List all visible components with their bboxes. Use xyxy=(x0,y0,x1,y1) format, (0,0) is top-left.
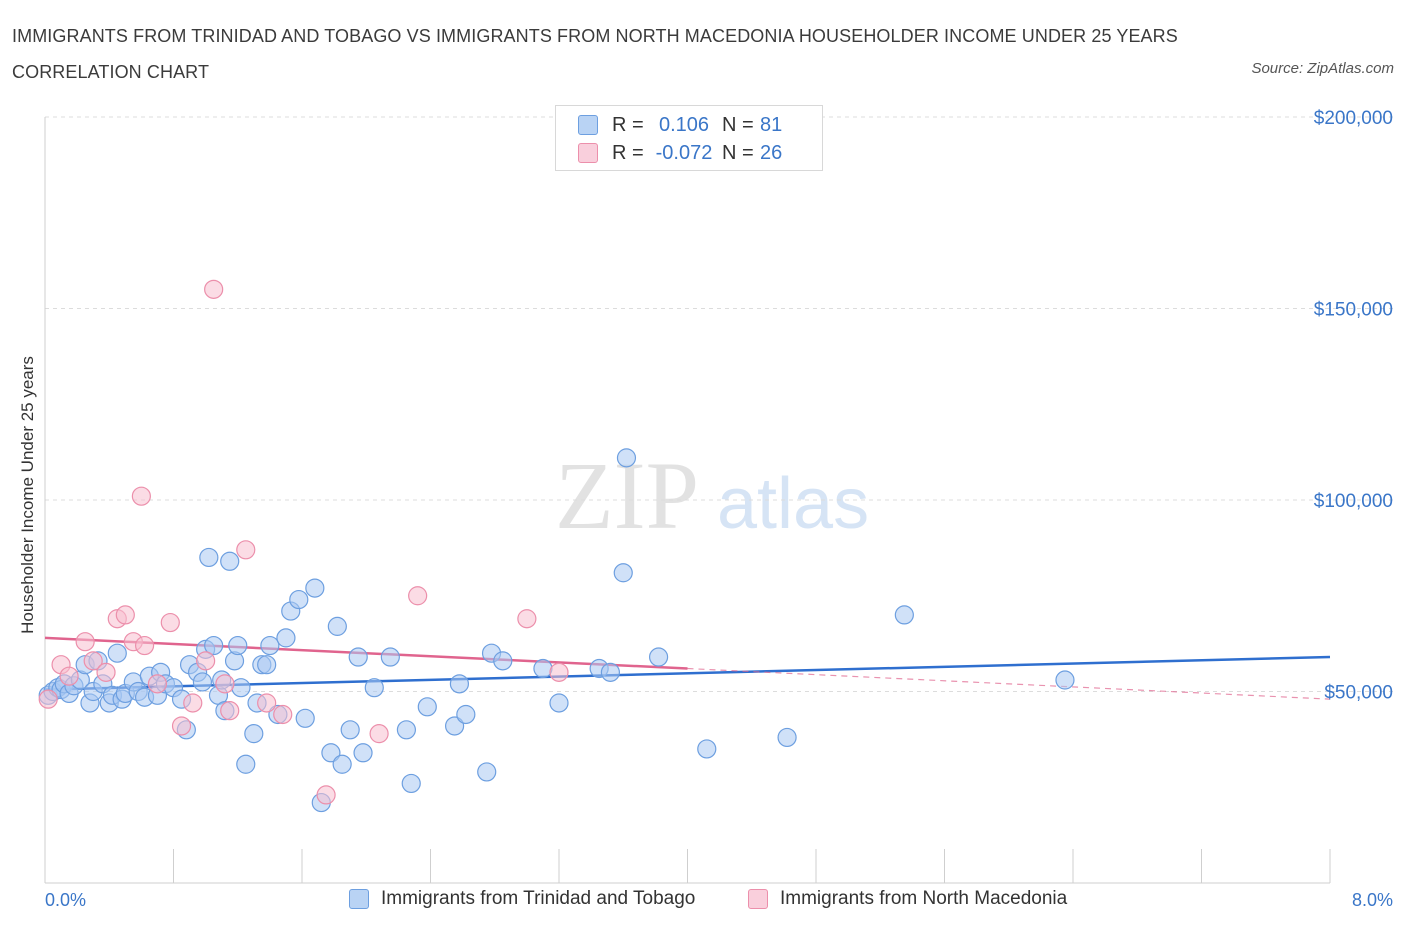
data-point-trinidad xyxy=(244,724,264,744)
data-point-macedonia xyxy=(204,279,224,299)
data-point-trinidad xyxy=(444,716,465,736)
data-point-trinidad xyxy=(697,739,717,759)
legend-r-label: R = xyxy=(612,141,644,164)
data-point-trinidad xyxy=(401,773,421,794)
data-point-macedonia xyxy=(257,693,277,713)
data-point-macedonia xyxy=(196,651,216,671)
legend-swatch-pink xyxy=(578,143,598,163)
data-point-trinidad xyxy=(192,672,213,692)
watermark-atlas: atlas xyxy=(717,464,869,544)
data-point-trinidad xyxy=(107,643,127,663)
data-point-macedonia xyxy=(75,632,95,652)
legend-r-value: -0.072 xyxy=(655,141,713,164)
watermark: ZIP atlas xyxy=(555,442,869,549)
series-legend-trinidad: Immigrants from Trinidad and Tobago xyxy=(349,888,695,910)
data-point-trinidad xyxy=(600,662,621,682)
data-point-trinidad xyxy=(533,658,553,679)
data-point-trinidad xyxy=(477,762,497,782)
data-point-trinidad xyxy=(648,647,669,667)
data-point-trinidad xyxy=(321,743,341,763)
legend-n-label: N = xyxy=(722,141,754,164)
chart-title: IMMIGRANTS FROM TRINIDAD AND TOBAGO VS I… xyxy=(12,26,1178,82)
data-point-trinidad xyxy=(295,708,315,728)
legend-swatch-blue xyxy=(578,115,598,135)
legend-row-trinidad: R = 0.106 N = 81 xyxy=(578,113,782,137)
x-tick-label-min: 0.0% xyxy=(45,890,87,910)
data-point-macedonia xyxy=(134,635,155,656)
data-point-trinidad xyxy=(204,635,224,656)
data-point-trinidad xyxy=(456,704,476,725)
data-point-macedonia xyxy=(83,651,103,671)
series-swatch-blue xyxy=(349,889,369,909)
data-point-macedonia xyxy=(369,724,389,744)
data-point-macedonia xyxy=(96,662,116,682)
data-point-trinidad xyxy=(276,628,296,648)
data-point-trinidad xyxy=(616,448,637,468)
data-point-trinidad xyxy=(1055,670,1075,690)
data-point-trinidad xyxy=(340,720,360,740)
data-point-macedonia xyxy=(408,586,428,606)
data-point-trinidad xyxy=(289,589,309,610)
data-point-macedonia xyxy=(115,605,135,625)
data-point-trinidad xyxy=(348,647,368,667)
legend-r-label: R = xyxy=(612,113,644,136)
data-point-trinidad xyxy=(231,678,251,698)
data-point-trinidad xyxy=(380,647,400,667)
data-point-trinidad xyxy=(257,655,277,675)
data-point-macedonia xyxy=(273,704,293,725)
data-point-trinidad xyxy=(260,635,280,656)
data-point-macedonia xyxy=(131,486,151,506)
legend-n-value: 81 xyxy=(760,113,783,136)
data-point-trinidad xyxy=(417,697,437,717)
correlation-legend: R = 0.106 N = 81 R = -0.072 N = 26 xyxy=(555,105,823,171)
series-legend-label: Immigrants from Trinidad and Tobago xyxy=(381,888,696,909)
data-point-trinidad xyxy=(353,743,373,763)
data-point-trinidad xyxy=(327,616,347,636)
data-point-trinidad xyxy=(332,754,352,774)
series-legend-macedonia: Immigrants from North Macedonia xyxy=(748,888,1067,910)
trend-line-trinidad xyxy=(44,655,1331,691)
source-credit: Source: ZipAtlas.com xyxy=(1251,60,1394,77)
data-point-trinidad xyxy=(493,651,513,671)
data-point-macedonia xyxy=(38,689,58,709)
legend-r-value: 0.106 xyxy=(658,113,710,136)
data-point-trinidad xyxy=(449,674,470,694)
data-point-trinidad xyxy=(228,635,248,656)
legend-row-macedonia: R = -0.072 N = 26 xyxy=(578,141,782,165)
series-legend-label: Immigrants from North Macedonia xyxy=(780,888,1068,909)
data-point-trinidad xyxy=(777,727,797,748)
trend-extension-macedonia xyxy=(687,667,1331,700)
data-point-macedonia xyxy=(160,612,180,633)
legend-n-value: 26 xyxy=(760,141,783,164)
data-point-trinidad xyxy=(613,563,633,583)
data-point-macedonia xyxy=(236,540,256,560)
data-point-macedonia xyxy=(215,674,235,694)
data-point-trinidad xyxy=(199,547,219,568)
data-point-trinidad xyxy=(305,578,325,598)
data-point-trinidad xyxy=(220,551,240,571)
series-legend: Immigrants from Trinidad and Tobago Immi… xyxy=(0,888,1406,916)
data-point-trinidad xyxy=(236,754,256,774)
y-tick-label: $100,000 xyxy=(1314,491,1393,512)
y-tick-label: $200,000 xyxy=(1314,108,1393,129)
data-point-macedonia xyxy=(183,693,203,713)
data-point-trinidad xyxy=(894,605,914,625)
series-swatch-pink xyxy=(748,889,768,909)
x-tick-label-max: 8.0% xyxy=(1351,890,1393,910)
data-point-trinidad xyxy=(396,720,417,740)
data-point-macedonia xyxy=(59,666,79,686)
data-point-macedonia xyxy=(316,785,336,805)
data-point-macedonia xyxy=(549,662,569,682)
data-point-macedonia xyxy=(147,674,168,694)
data-point-macedonia xyxy=(171,716,192,736)
data-point-macedonia xyxy=(517,609,537,629)
legend-n-label: N = xyxy=(722,113,754,136)
y-tick-label: $50,000 xyxy=(1324,683,1393,704)
y-tick-label: $150,000 xyxy=(1314,300,1393,321)
data-point-macedonia xyxy=(220,701,240,721)
data-point-trinidad xyxy=(549,693,569,713)
data-point-trinidad xyxy=(364,678,384,698)
